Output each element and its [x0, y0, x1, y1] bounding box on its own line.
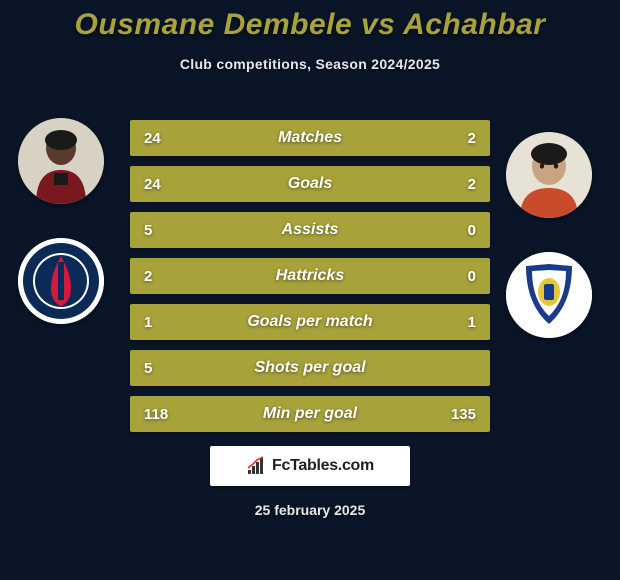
stat-label: Hattricks — [130, 267, 490, 285]
stat-right-value: 2 — [440, 176, 476, 193]
footer-date: 25 february 2025 — [0, 502, 620, 518]
stat-right-value: 135 — [440, 406, 476, 423]
stat-label: Goals per match — [130, 313, 490, 331]
stat-left-value: 2 — [144, 268, 180, 285]
stat-left-value: 1 — [144, 314, 180, 331]
player-right-avatar — [506, 132, 592, 218]
stat-label: Shots per goal — [130, 359, 490, 377]
stat-right-value: 0 — [440, 222, 476, 239]
club-right-logo — [506, 252, 592, 338]
page-title: Ousmane Dembele vs Achahbar — [0, 8, 620, 42]
club-left-logo — [18, 238, 104, 324]
stat-row: 5 Shots per goal — [130, 350, 490, 386]
stat-right-value: 0 — [440, 268, 476, 285]
left-column — [18, 118, 104, 324]
fctables-brand-text: FcTables.com — [272, 457, 374, 475]
stat-label: Matches — [130, 129, 490, 147]
stat-row: 24 Goals 2 — [130, 166, 490, 202]
stat-row: 1 Goals per match 1 — [130, 304, 490, 340]
stat-row: 24 Matches 2 — [130, 120, 490, 156]
fctables-logo-icon — [246, 456, 266, 476]
stat-left-value: 5 — [144, 222, 180, 239]
stat-right-value: 1 — [440, 314, 476, 331]
stat-left-value: 118 — [144, 406, 180, 423]
stat-left-value: 5 — [144, 360, 180, 377]
stats-table: 24 Matches 2 24 Goals 2 5 Assists 0 2 Ha… — [130, 120, 490, 432]
stat-label: Min per goal — [130, 405, 490, 423]
header: Ousmane Dembele vs Achahbar Club competi… — [0, 0, 620, 72]
player-left-avatar — [18, 118, 104, 204]
stat-row: 5 Assists 0 — [130, 212, 490, 248]
stat-right-value: 2 — [440, 130, 476, 147]
stat-left-value: 24 — [144, 130, 180, 147]
stat-label: Goals — [130, 175, 490, 193]
right-column — [506, 132, 592, 338]
stat-left-value: 24 — [144, 176, 180, 193]
stat-row: 2 Hattricks 0 — [130, 258, 490, 294]
page-subtitle: Club competitions, Season 2024/2025 — [0, 56, 620, 72]
stat-label: Assists — [130, 221, 490, 239]
fctables-link[interactable]: FcTables.com — [210, 446, 410, 486]
stat-row: 118 Min per goal 135 — [130, 396, 490, 432]
